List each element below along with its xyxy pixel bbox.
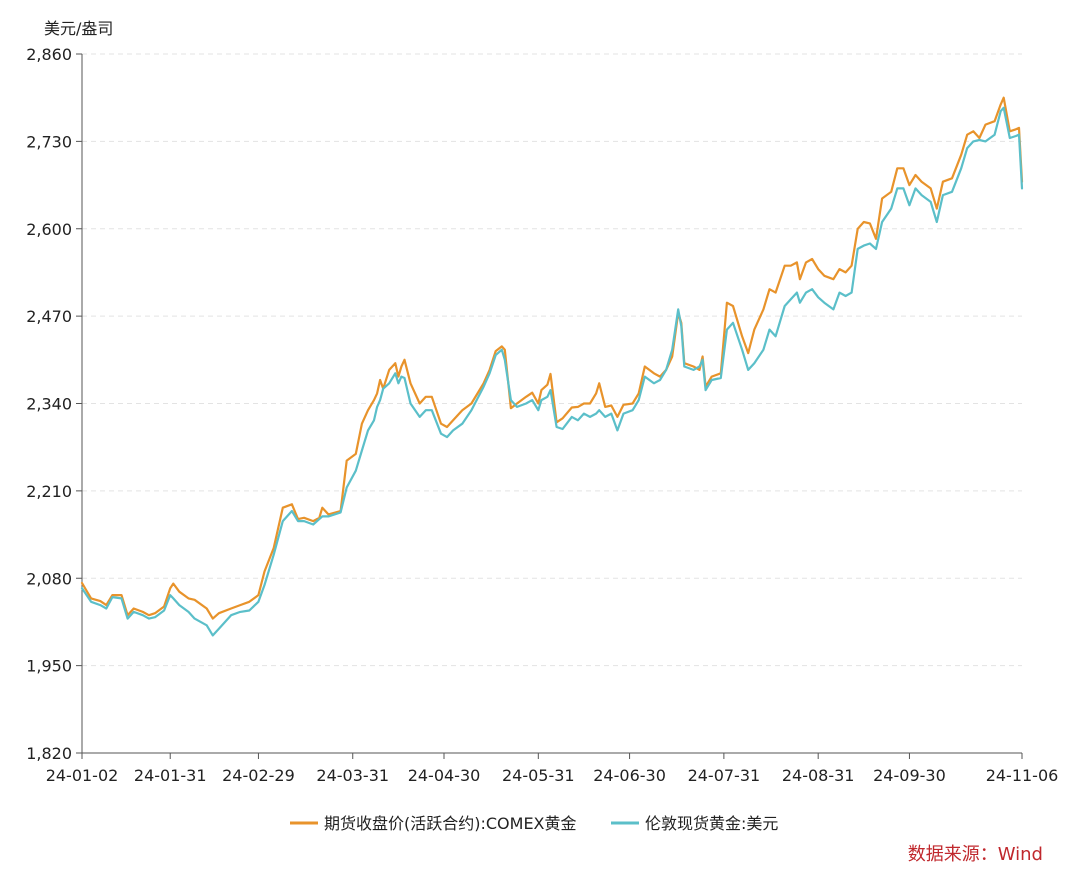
series-line-london — [80, 106, 1024, 637]
y-tick-label: 2,470 — [26, 307, 72, 326]
y-tick-label: 1,950 — [26, 657, 72, 676]
y-tick-label: 2,600 — [26, 220, 72, 239]
x-axis: 24-01-02 24-01-31 24-02-29 24-03-31 24-04-30… — [46, 752, 1059, 785]
source-note: 数据来源：Wind — [908, 844, 1043, 865]
x-tick-label: 24-03-31 — [316, 766, 389, 785]
x-tick-label: 24-04-30 — [408, 766, 481, 785]
x-tick-label: 24-01-31 — [134, 766, 207, 785]
x-tick-label: 24-05-31 — [502, 766, 575, 785]
y-axis-unit-label: 美元/盎司 — [44, 19, 113, 38]
legend-label: 期货收盘价(活跃合约):COMEX黄金 — [324, 814, 577, 833]
grid-lines — [82, 53, 1022, 667]
y-tick-label: 2,210 — [26, 482, 72, 501]
y-tick-label: 1,820 — [26, 744, 72, 763]
y-tick-label: 2,860 — [26, 45, 72, 64]
series-lines — [80, 96, 1024, 637]
y-axis: 2,860 2,730 2,600 2,470 2,340 2,210 2,080 1,950… — [26, 45, 83, 763]
x-tick-label: 24-08-31 — [782, 766, 855, 785]
x-tick-label: 24-09-30 — [873, 766, 946, 785]
x-tick-label: 24-06-30 — [593, 766, 666, 785]
x-tick-label: 24-07-31 — [688, 766, 761, 785]
x-tick-label: 24-11-06 — [986, 766, 1059, 785]
legend: 期货收盘价(活跃合约):COMEX黄金 伦敦现货黄金:美元 — [290, 814, 778, 833]
legend-label: 伦敦现货黄金:美元 — [645, 814, 778, 833]
y-tick-label: 2,080 — [26, 569, 72, 588]
x-tick-label: 24-02-29 — [222, 766, 295, 785]
series-line-comex — [80, 96, 1024, 620]
y-tick-label: 2,730 — [26, 132, 72, 151]
y-tick-label: 2,340 — [26, 395, 72, 414]
x-tick-label: 24-01-02 — [46, 766, 119, 785]
